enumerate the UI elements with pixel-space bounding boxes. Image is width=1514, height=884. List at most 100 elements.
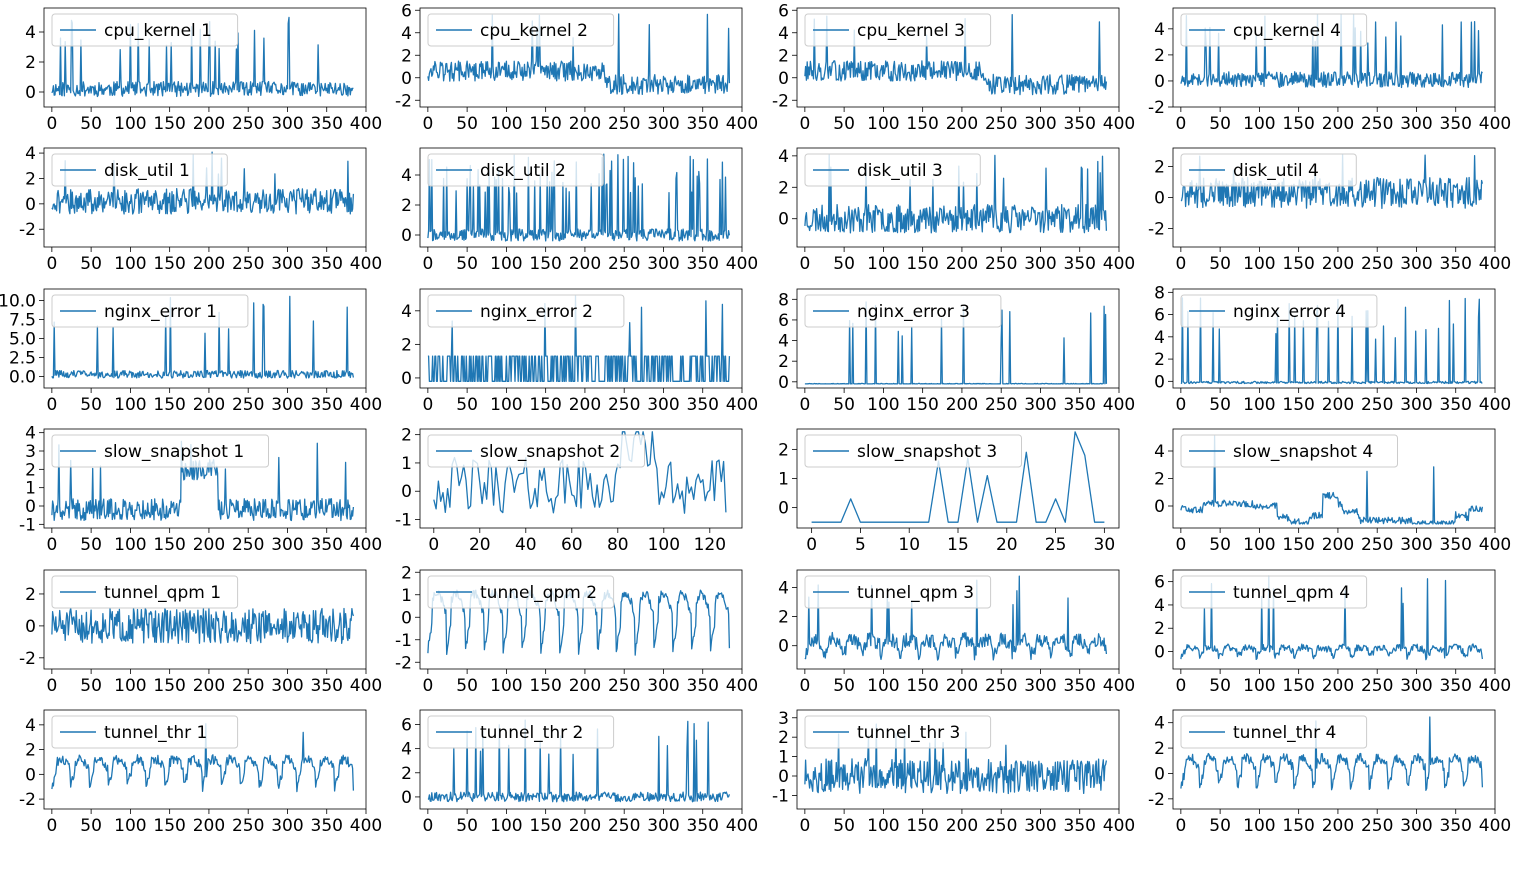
legend-label: cpu_kernel 3 [857,21,965,41]
x-tick-label: 250 [608,395,640,415]
y-tick-label: 0 [25,765,36,785]
subplot-tunnel_thr-2: 0 50 100 150 200 250 300 350 400 0 2 4 6 tunnel_thr 2 [401,709,758,836]
x-tick-label: 400 [350,395,382,415]
x-tick-label: 150 [1282,535,1314,555]
y-tick-label: 4 [401,24,412,44]
y-tick-label: 2 [778,608,789,628]
x-tick-label: 300 [1024,114,1056,134]
x-tick-label: 50 [80,254,102,274]
y-tick-label: 2 [1154,619,1165,639]
legend: disk_util 1 [51,153,228,187]
series-line-slow_snapshot-2 [433,431,727,514]
series-line-nginx_error-3 [804,301,1108,385]
x-tick-label: 0 [428,535,439,555]
axes-frame [796,288,1120,389]
y-tick-label: -2 [19,220,36,240]
x-tick-label: 50 [456,395,478,415]
x-tick-label: 100 [1243,114,1275,134]
x-tick-label: 30 [1094,535,1116,555]
legend-label: nginx_error 2 [480,302,593,322]
x-tick-label: 400 [1103,254,1135,274]
y-tick-label: 7.5 [9,310,36,330]
y-tick-label: 2 [778,46,789,66]
legend-box [1180,434,1398,468]
x-tick-label: 400 [350,816,382,836]
x-tick-label: 200 [193,676,225,696]
legend-label: cpu_kernel 1 [104,21,212,41]
x-tick-label: 150 [529,816,561,836]
legend-box [1180,294,1378,328]
subplot-disk_util-2: 0 50 100 150 200 250 300 350 400 0 2 4 disk_util 2 [401,147,758,274]
series-line-tunnel_thr-2 [427,719,731,803]
x-tick-label: 200 [569,114,601,134]
subplot-slow_snapshot-1: 0 50 100 150 200 250 300 350 400-101234slow_snap… [19,424,382,555]
x-tick-label: 150 [529,395,561,415]
legend-label: tunnel_qpm 4 [1233,583,1350,603]
x-tick-label: 250 [1361,114,1393,134]
x-tick-label: 100 [114,535,146,555]
x-tick-label: 100 [490,816,522,836]
x-tick-label: 150 [153,114,185,134]
y-tick-label: 2 [25,53,36,73]
x-tick-label: 0 [1175,816,1186,836]
y-tick-label: 4 [25,144,36,164]
x-tick-label: 400 [350,535,382,555]
x-tick-label: 0 [422,114,433,134]
x-tick-label: 100 [648,535,680,555]
x-tick-label: 300 [647,395,679,415]
x-tick-label: 5 [855,535,866,555]
legend: nginx_error 2 [427,294,625,328]
x-tick-label: 300 [647,114,679,134]
x-tick-label: 20 [996,535,1018,555]
legend-box [51,715,239,749]
x-tick-label: 400 [1103,114,1135,134]
x-tick-label: 400 [1479,535,1511,555]
x-tick-label: 200 [946,676,978,696]
x-tick-label: 300 [271,816,303,836]
y-tick-label: 4 [401,740,412,760]
x-tick-label: 150 [153,254,185,274]
y-tick-label: -2 [1148,790,1165,810]
y-tick-label: 2 [401,196,412,216]
x-tick-label: 200 [1322,254,1354,274]
x-tick-label: 350 [311,816,343,836]
y-tick-label: 4 [1154,714,1165,734]
legend: cpu_kernel 1 [51,13,239,47]
axes-frame [796,147,1120,248]
x-tick-label: 250 [232,395,264,415]
subplot-cpu_kernel-1: 0 50 100 150 200 250 300 350 400 0 2 4 cpu_kernel 1 [25,7,382,134]
y-tick-label: 4 [25,23,36,43]
y-tick-label: 6 [1154,573,1165,593]
legend-label: cpu_kernel 2 [480,21,588,41]
x-tick-label: 0 [1175,254,1186,274]
legend-box [804,715,992,749]
x-tick-label: 100 [1243,395,1275,415]
legend: cpu_kernel 3 [804,13,992,47]
y-tick-label: 0 [778,69,789,89]
x-tick-label: 0 [46,535,57,555]
x-tick-label: 350 [687,395,719,415]
subplot-disk_util-3: 0 50 100 150 200 250 300 350 400 0 2 4 disk_util 3 [778,147,1135,274]
x-tick-label: 350 [311,254,343,274]
series-line-disk_util-4 [1180,153,1484,209]
x-tick-label: 0 [799,816,810,836]
legend: disk_util 3 [804,153,981,187]
legend-box [1180,575,1368,609]
x-tick-label: 50 [1209,816,1231,836]
y-tick-label: 2 [401,46,412,66]
x-tick-label: 350 [1440,395,1472,415]
legend: nginx_error 1 [51,294,249,328]
x-tick-label: 350 [311,535,343,555]
y-tick-label: 2 [778,178,789,198]
y-tick-label: 0 [1154,764,1165,784]
y-tick-label: -1 [772,786,789,806]
subplot-nginx_error-2: 0 50 100 150 200 250 300 350 400 0 2 4 nginx_error 2 [401,288,758,415]
x-tick-label: 50 [833,254,855,274]
y-tick-label: 6 [778,1,789,21]
x-tick-label: 350 [687,676,719,696]
x-tick-label: 400 [1479,254,1511,274]
subplot-slow_snapshot-4: 0 50 100 150 200 250 300 350 400 0 2 4 slow_snapshot… [1154,428,1511,555]
x-tick-label: 250 [232,535,264,555]
y-tick-label: 2 [25,585,36,605]
